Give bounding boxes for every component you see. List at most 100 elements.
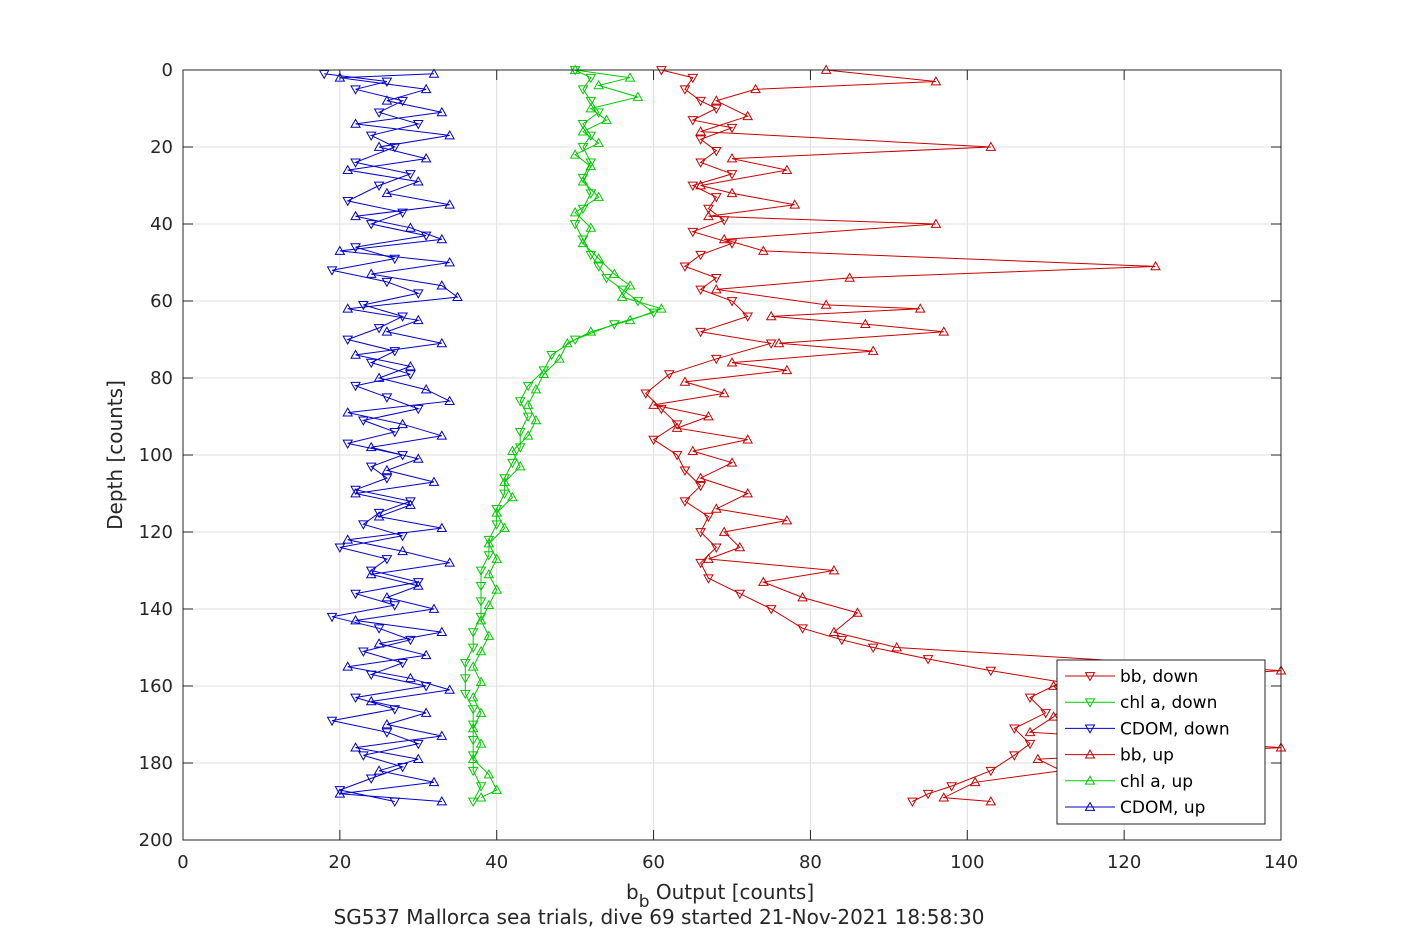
data-point [412, 289, 424, 299]
data-point [507, 491, 518, 502]
data-point [436, 233, 448, 244]
data-point [350, 381, 361, 392]
data-point [648, 435, 659, 446]
data-point [703, 574, 714, 584]
data-point [389, 705, 401, 715]
data-point [734, 589, 746, 600]
series-4 [467, 64, 667, 802]
data-point [365, 358, 377, 369]
data-point [373, 108, 385, 118]
data-point [499, 489, 510, 500]
y-tick-label: 140 [139, 599, 173, 620]
data-point [985, 795, 997, 806]
legend-marker [1084, 672, 1096, 682]
data-point [585, 96, 597, 107]
data-point [405, 672, 416, 683]
data-point [342, 197, 354, 207]
data-point [1024, 739, 1036, 750]
data-point [342, 661, 354, 671]
data-point [365, 568, 377, 579]
data-point [507, 445, 518, 456]
series-0 [640, 66, 1067, 808]
data-point [444, 199, 456, 209]
data-point [412, 176, 424, 186]
data-point [781, 164, 793, 174]
data-point [436, 106, 448, 117]
data-point [710, 283, 722, 294]
data-point [679, 466, 691, 476]
data-point [389, 143, 401, 153]
x-tick-label: 140 [1264, 852, 1298, 873]
y-tick-label: 40 [150, 214, 173, 235]
data-point [828, 564, 840, 575]
data-point [420, 153, 432, 163]
data-point [491, 520, 503, 530]
data-point [538, 368, 550, 379]
data-point [405, 497, 416, 507]
data-point [969, 776, 981, 787]
data-point [577, 237, 589, 248]
data-point [765, 605, 777, 615]
data-point [703, 553, 714, 563]
data-point [907, 797, 918, 808]
data-point [436, 337, 448, 348]
data-point [467, 736, 479, 746]
data-point [758, 245, 769, 255]
y-tick-label: 120 [139, 522, 173, 543]
data-point [577, 85, 589, 95]
legend-marker [1084, 698, 1096, 708]
data-point [569, 206, 581, 217]
legend-item: chl a, down [1065, 693, 1217, 713]
tick-labels: 0 20 40 60 80 100 120 140 0 20 40 60 80 100 120 140 160 1… [139, 60, 1299, 873]
data-point [475, 676, 487, 687]
data-point [679, 497, 691, 507]
data-point [412, 453, 424, 463]
data-point [946, 782, 957, 792]
data-point [334, 786, 346, 796]
data-point [381, 187, 393, 198]
data-point [467, 722, 479, 733]
data-point [726, 170, 738, 180]
x-axis-label: bb Output [counts] [626, 880, 814, 912]
data-point [467, 797, 479, 808]
data-point [397, 418, 408, 429]
data-point [405, 370, 416, 380]
data-point [679, 262, 691, 272]
data-point [350, 615, 361, 625]
data-point [616, 285, 628, 295]
data-point [342, 164, 354, 174]
data-point [483, 630, 495, 640]
legend-item: bb, up [1065, 746, 1174, 766]
data-point [608, 268, 620, 278]
data-point [475, 566, 487, 577]
series-line [339, 73, 459, 802]
y-tick-label: 0 [162, 60, 173, 81]
data-point [475, 615, 487, 625]
data-point [742, 487, 754, 498]
data-point [624, 72, 636, 82]
legend-label: CDOM, up [1120, 798, 1205, 818]
data-point [703, 512, 714, 523]
x-axis-label-subscript: b [639, 892, 650, 912]
data-point [514, 428, 526, 438]
data-point [475, 597, 487, 607]
legend-label: bb, down [1120, 667, 1198, 687]
data-point [358, 416, 369, 426]
data-point [373, 624, 385, 634]
legend-marker [1084, 749, 1096, 759]
data-point [459, 674, 471, 684]
data-point [679, 376, 691, 386]
data-point [922, 789, 934, 800]
data-point [365, 774, 377, 784]
data-point [726, 357, 738, 367]
data-point [593, 262, 605, 272]
data-point [491, 553, 503, 563]
data-point [499, 522, 510, 533]
data-point [1008, 724, 1020, 734]
data-point [710, 146, 722, 157]
data-point [561, 337, 573, 348]
data-point [381, 77, 393, 88]
data-point [350, 85, 361, 95]
data-point [420, 707, 432, 717]
data-point [687, 227, 699, 238]
